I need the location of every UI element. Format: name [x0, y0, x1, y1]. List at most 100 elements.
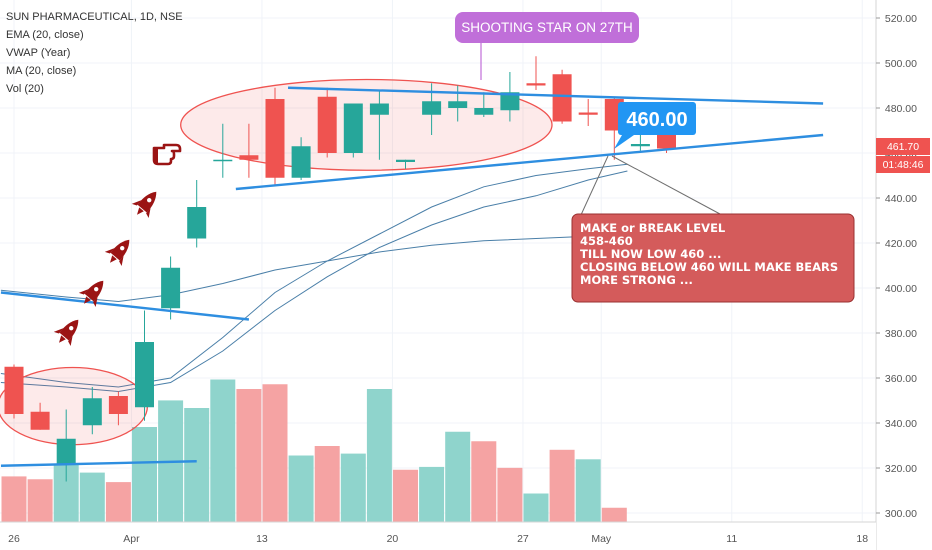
trendline[interactable] [288, 86, 824, 105]
time-tick-label: 26 [8, 533, 20, 545]
price-axis[interactable]: 300.00 320.00 340.00 360.00 380.00 400.00 420.… [875, 0, 932, 550]
volume-bars [1, 379, 627, 522]
rocket-window [147, 197, 152, 203]
volume-indicator-label[interactable]: Vol (20) [6, 83, 44, 95]
rocket-body [84, 280, 104, 302]
volume-bar [105, 482, 131, 522]
candle-body [500, 92, 520, 111]
rocket-window [120, 245, 125, 251]
note-line: MAKE or BREAK LEVEL [580, 221, 726, 235]
rocket-window [94, 286, 99, 292]
time-tick-label: 13 [256, 533, 268, 545]
moving-average-line [0, 233, 654, 303]
moving-average-line [0, 170, 628, 393]
price-tick-label: 500.00 [885, 58, 917, 70]
price-tick-label: 320.00 [885, 463, 917, 475]
candle-body [4, 366, 24, 414]
volume-bar [419, 466, 445, 522]
rocket-body [110, 239, 130, 261]
candle-body [265, 99, 285, 178]
candle-body [552, 74, 572, 122]
candle-body [317, 96, 337, 153]
time-tick-label: May [591, 533, 612, 545]
level-460-tag[interactable]: 460.00 [614, 102, 696, 149]
svg-text:MAKE or BREAK LEVEL 458-: MAKE or BREAK LEVEL 458-460 TILL NOW LOW… [580, 221, 842, 287]
trendline[interactable] [0, 291, 250, 321]
candle-body [369, 103, 389, 115]
note-line: MORE STRONG ... [580, 273, 693, 287]
shooting-star-callout[interactable]: SHOOTING STAR ON 27TH [455, 12, 639, 80]
candlestick-series [4, 56, 676, 482]
candle-body [108, 396, 128, 414]
volume-bar [601, 507, 627, 522]
vwap-indicator-label[interactable]: VWAP (Year) [6, 47, 71, 59]
time-axis-background [0, 522, 876, 550]
volume-bar [366, 389, 392, 522]
time-tick-label: Apr [123, 533, 140, 545]
rocket-fins [131, 200, 151, 218]
rocket-icon [104, 239, 130, 266]
ma-indicator-label[interactable]: MA (20, close) [6, 65, 77, 77]
candle-body [578, 112, 598, 115]
volume-bar [79, 472, 105, 522]
price-tick-label: 380.00 [885, 328, 917, 340]
ema-indicator-label[interactable]: EMA (20, close) [6, 29, 84, 41]
volume-bar [549, 449, 575, 522]
candle-body [343, 103, 363, 153]
time-tick-label: 27 [517, 533, 529, 545]
volume-bar [445, 431, 471, 522]
countdown-text: 01:48:46 [883, 159, 924, 171]
candle-body [448, 101, 468, 108]
note-line: CLOSING BELOW 460 WILL MAKE BEARS [580, 260, 838, 274]
rocket-flame [137, 207, 144, 215]
price-tick-label: 420.00 [885, 238, 917, 250]
last-price-text: 461.70 [887, 141, 919, 153]
rocket-body [59, 319, 79, 341]
callout-connector-right [611, 155, 721, 215]
price-tick-label: 520.00 [885, 13, 917, 25]
level-460-text: 460.00 [626, 109, 687, 131]
rocket-icons [53, 191, 157, 346]
candle-body [630, 144, 650, 147]
candle-body [82, 398, 102, 426]
volume-bar [314, 446, 340, 522]
price-tick-label: 400.00 [885, 283, 917, 295]
price-tick-label: 440.00 [885, 193, 917, 205]
make-or-break-callout[interactable]: MAKE or BREAK LEVEL 458-460 TILL NOW LOW… [571, 213, 855, 303]
trendline[interactable] [235, 133, 824, 191]
indicator-legend: SUN PHARMACEUTICAL, 1D, NSE EMA (20, clo… [6, 8, 183, 98]
rocket-flame [84, 296, 91, 304]
volume-bar [262, 384, 288, 522]
volume-bar [288, 455, 314, 522]
volume-bar [393, 469, 418, 522]
volume-bar [523, 493, 549, 522]
volume-bar [184, 408, 210, 522]
time-tick-label: 18 [856, 533, 868, 545]
candle-body [56, 438, 76, 464]
shooting-star-text: SHOOTING STAR ON 27TH [461, 20, 633, 35]
candle-body [396, 159, 415, 162]
rocket-flame [110, 255, 117, 263]
volume-bar [210, 379, 236, 522]
volume-bar [497, 467, 523, 522]
rocket-fins [53, 328, 73, 346]
trendlines[interactable] [0, 86, 824, 467]
countdown-tag: 01:48:46 [876, 156, 930, 173]
time-tick-label: 11 [726, 533, 737, 545]
price-tick-label: 340.00 [885, 418, 917, 430]
candle-body [30, 411, 50, 430]
candle-body [422, 101, 442, 115]
time-axis[interactable]: 26 Apr 13 20 27 May 11 18 [0, 521, 876, 550]
price-tick-label: 300.00 [885, 508, 917, 520]
trendline[interactable] [0, 460, 197, 467]
price-tick-label: 480.00 [885, 103, 917, 115]
rocket-icon [53, 319, 79, 346]
rocket-icon [78, 280, 104, 307]
volume-bar [1, 476, 27, 522]
last-price-tag: 461.70 [876, 138, 930, 155]
symbol-title[interactable]: SUN PHARMACEUTICAL, 1D, NSE [6, 11, 183, 23]
volume-bar [471, 441, 497, 522]
pointing-hand-icon [152, 143, 182, 166]
price-tick-label: 360.00 [885, 373, 917, 385]
